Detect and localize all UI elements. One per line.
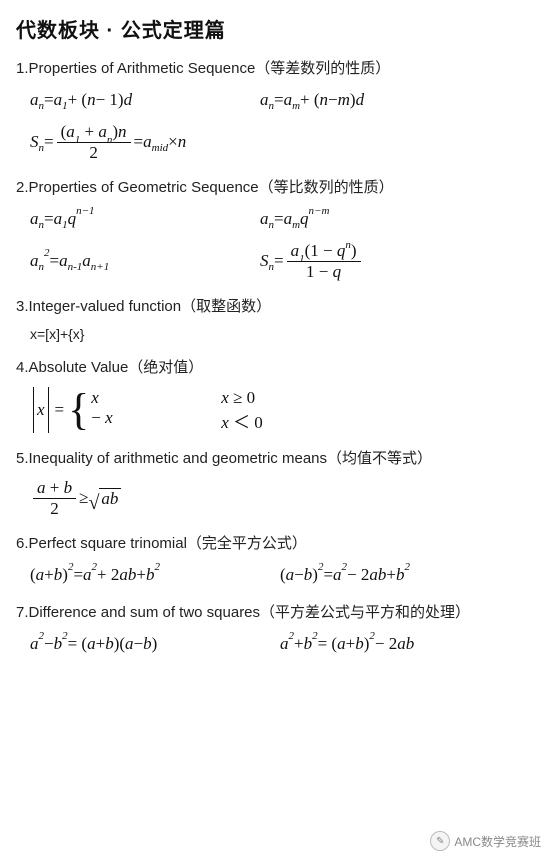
formula: Sn = a1(1 − qn)1 − q	[260, 241, 490, 281]
section-head: 3.Integer-valued function（取整函数）	[16, 295, 535, 316]
case-value: x	[91, 388, 221, 408]
formula-row: Sn = (a1 + an)n2 = amid × n	[30, 122, 535, 162]
page-title: 代数板块 · 公式定理篇	[16, 14, 535, 43]
formula-row: a2 − b2 = (a + b)(a − b) a2 + b2 = (a + …	[30, 632, 535, 656]
section-title: Difference and sum of two squares（平方差公式与…	[29, 604, 471, 621]
wechat-icon: ✎	[430, 831, 450, 851]
section-integer-fn: 3.Integer-valued function（取整函数） x=[x]+{x…	[16, 295, 535, 342]
section-head: 5.Inequality of arithmetic and geometric…	[16, 447, 535, 468]
formula-row: an = a1 + (n − 1)d an = am + (n − m)d	[30, 88, 535, 112]
section-head: 7.Difference and sum of two squares（平方差公…	[16, 601, 535, 622]
section-geometric-seq: 2.Properties of Geometric Sequence（等比数列的…	[16, 176, 535, 281]
section-title: Inequality of arithmetic and geometric m…	[29, 450, 433, 467]
section-number: 2	[16, 179, 24, 196]
formula-row: an2 = an-1an+1 Sn = a1(1 − qn)1 − q	[30, 241, 535, 281]
formula: Sn = (a1 + an)n2 = amid × n	[30, 122, 186, 162]
section-head: 2.Properties of Geometric Sequence（等比数列的…	[16, 176, 535, 197]
formula-row: a + b2 ≥ √ab	[30, 478, 535, 518]
section-absolute-value: 4.Absolute Value（绝对值） x = { x x ≥ 0 − x …	[16, 356, 535, 433]
case-cond: x ＜ 0	[221, 408, 321, 433]
section-number: 4	[16, 359, 24, 376]
section-title: Properties of Geometric Sequence（等比数列的性质…	[29, 179, 394, 196]
watermark-text: AMC数学竞赛班	[454, 833, 541, 850]
section-perfect-square: 6.Perfect square trinomial（完全平方公式） (a + …	[16, 532, 535, 587]
section-title: Absolute Value（绝对值）	[29, 359, 204, 376]
formula-row: x = { x x ≥ 0 − x x ＜ 0	[30, 387, 535, 433]
formula: a2 + b2 = (a + b)2 − 2ab	[280, 632, 510, 656]
section-number: 3	[16, 298, 24, 315]
formula: a2 − b2 = (a + b)(a − b)	[30, 632, 280, 656]
formula-row: x=[x]+{x}	[30, 326, 535, 342]
section-number: 5	[16, 450, 24, 467]
formula: an = amqn−m	[260, 207, 490, 231]
formula: (a − b)2 = a2 − 2ab + b2	[280, 563, 510, 587]
section-title: Properties of Arithmetic Sequence（等差数列的性…	[29, 60, 391, 77]
formula: an = a1qn−1	[30, 207, 260, 231]
formula-row: (a + b)2 = a2 + 2ab + b2 (a − b)2 = a2 −…	[30, 563, 535, 587]
section-number: 1	[16, 60, 24, 77]
formula: an2 = an-1an+1	[30, 249, 260, 273]
formula: (a + b)2 = a2 + 2ab + b2	[30, 563, 280, 587]
formula: x=[x]+{x}	[30, 326, 84, 342]
case-value: − x	[91, 408, 221, 433]
section-number: 7	[16, 604, 24, 621]
section-head: 1.Properties of Arithmetic Sequence（等差数列…	[16, 57, 535, 78]
section-title: Integer-valued function（取整函数）	[29, 298, 272, 315]
formula: x = { x x ≥ 0 − x x ＜ 0	[30, 387, 321, 433]
abs-bar-icon	[48, 387, 49, 433]
section-head: 4.Absolute Value（绝对值）	[16, 356, 535, 377]
section-am-gm: 5.Inequality of arithmetic and geometric…	[16, 447, 535, 518]
case-cond: x ≥ 0	[221, 388, 321, 408]
watermark: ✎ AMC数学竞赛班	[426, 829, 545, 853]
formula: a + b2 ≥ √ab	[30, 478, 121, 518]
formula: an = am + (n − m)d	[260, 88, 490, 112]
section-head: 6.Perfect square trinomial（完全平方公式）	[16, 532, 535, 553]
abs-bar-icon	[33, 387, 34, 433]
formula: an = a1 + (n − 1)d	[30, 88, 260, 112]
section-title: Perfect square trinomial（完全平方公式）	[29, 535, 307, 552]
section-arithmetic-seq: 1.Properties of Arithmetic Sequence（等差数列…	[16, 57, 535, 162]
section-number: 6	[16, 535, 24, 552]
brace-icon: {	[68, 390, 89, 430]
section-diff-sum-squares: 7.Difference and sum of two squares（平方差公…	[16, 601, 535, 656]
formula-row: an = a1qn−1 an = amqn−m	[30, 207, 535, 231]
